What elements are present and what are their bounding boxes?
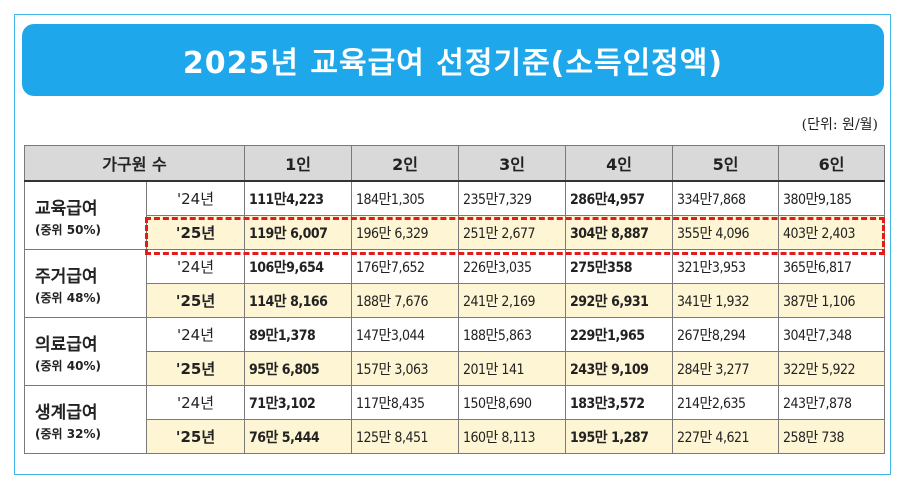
category-name: 생계급여 xyxy=(35,402,98,423)
value-cell: 150만8,690 xyxy=(458,385,567,420)
value-cell: 106만9,654 xyxy=(244,249,353,284)
criteria-table: 가구원 수 1인 2인 3인 4인 5인 6인 교육급여 (중위 50%) '24년… xyxy=(23,145,886,454)
year-cell: '24년 xyxy=(145,317,246,352)
value-cell: 196만 6,329 xyxy=(351,215,460,250)
value-cell: 355만 4,096 xyxy=(672,215,780,250)
value-cell: 292만 6,931 xyxy=(565,283,674,318)
value-cell: 226만3,035 xyxy=(458,249,567,284)
table-row: 주거급여 (중위 48%) '24년 106만9,654 176만7,652 226만3,… xyxy=(24,249,886,318)
year-cell: '24년 xyxy=(145,249,246,284)
value-cell: 71만3,102 xyxy=(244,385,353,420)
year-cell: '25년 xyxy=(145,283,246,318)
value-cell: 160만 8,113 xyxy=(458,419,567,454)
table-row: '25년 119만 6,007 196만 6,329 251만 2,677 304만 8… xyxy=(25,215,886,250)
value-cell: 321만3,953 xyxy=(672,249,780,284)
value-cell: 286만4,957 xyxy=(565,180,674,216)
benefit-category: 생계급여 (중위 32%) xyxy=(24,385,147,454)
benefit-category: 주거급여 (중위 48%) xyxy=(24,249,147,318)
table-row: 교육급여 (중위 50%) '24년 111만4,223 184만1,305 235만7,… xyxy=(24,180,886,250)
value-cell: 125만 8,451 xyxy=(351,419,460,454)
header-col: 5인 xyxy=(672,145,780,182)
value-cell: 380만9,185 xyxy=(778,180,886,216)
value-cell: 322만 5,922 xyxy=(778,351,886,386)
value-cell: 183만3,572 xyxy=(565,385,674,420)
value-cell: 251만 2,677 xyxy=(458,215,567,250)
value-cell: 304만 8,887 xyxy=(565,215,674,250)
category-name: 교육급여 xyxy=(35,198,98,219)
category-name: 주거급여 xyxy=(35,266,98,287)
unit-note: (단위: 원/월) xyxy=(801,117,878,133)
year-cell: '25년 xyxy=(145,351,246,386)
table-row: '25년 95만 6,805 157만 3,063 201만 141 243만 9,10… xyxy=(25,351,886,386)
page-title: 2025년 교육급여 선정기준(소득인정액) xyxy=(182,46,724,81)
year-cell: '24년 xyxy=(145,385,246,420)
category-median-pct: (중위 40%) xyxy=(35,358,101,373)
value-cell: 76만 5,444 xyxy=(244,419,353,454)
value-cell: 147만3,044 xyxy=(351,317,460,352)
value-cell: 111만4,223 xyxy=(244,180,353,216)
value-cell: 201만 141 xyxy=(458,351,567,386)
table-row: 생계급여 (중위 32%) '24년 71만3,102 117만8,435 150만8,6… xyxy=(24,385,886,454)
header-col: 3인 xyxy=(458,145,567,182)
value-cell: 235만7,329 xyxy=(458,180,567,216)
value-cell: 304만7,348 xyxy=(778,317,886,352)
header-col: 1인 xyxy=(244,145,353,182)
header-col: 2인 xyxy=(351,145,460,182)
value-cell: 184만1,305 xyxy=(351,180,460,216)
header-col: 6인 xyxy=(778,145,886,182)
table-row: '25년 114만 8,166 188만 7,676 241만 2,169 292만 6… xyxy=(25,283,886,318)
category-name: 의료급여 xyxy=(35,334,98,355)
value-cell: 365만6,817 xyxy=(778,249,886,284)
value-cell: 119만 6,007 xyxy=(244,215,353,250)
value-cell: 227만 4,621 xyxy=(672,419,780,454)
value-cell: 157만 3,063 xyxy=(351,351,460,386)
value-cell: 241만 2,169 xyxy=(458,283,567,318)
year-cell: '25년 xyxy=(145,419,246,454)
value-cell: 229만1,965 xyxy=(565,317,674,352)
benefit-category: 교육급여 (중위 50%) xyxy=(24,180,147,250)
value-cell: 117만8,435 xyxy=(351,385,460,420)
value-cell: 243만 9,109 xyxy=(565,351,674,386)
title-banner: 2025년 교육급여 선정기준(소득인정액) xyxy=(22,24,884,96)
value-cell: 341만 1,932 xyxy=(672,283,780,318)
value-cell: 89만1,378 xyxy=(244,317,353,352)
value-cell: 387만 1,106 xyxy=(778,283,886,318)
benefit-category: 의료급여 (중위 40%) xyxy=(24,317,147,386)
value-cell: 188만 7,676 xyxy=(351,283,460,318)
table-header-row: 가구원 수 1인 2인 3인 4인 5인 6인 xyxy=(23,145,886,182)
category-median-pct: (중위 50%) xyxy=(35,222,101,237)
category-median-pct: (중위 32%) xyxy=(35,426,101,441)
year-cell: '25년 xyxy=(145,215,246,250)
header-col: 4인 xyxy=(565,145,674,182)
value-cell: 176만7,652 xyxy=(351,249,460,284)
value-cell: 258만 738 xyxy=(778,419,886,454)
value-cell: 267만8,294 xyxy=(672,317,780,352)
table-row: '25년 76만 5,444 125만 8,451 160만 8,113 195만 1,… xyxy=(25,419,886,454)
value-cell: 95만 6,805 xyxy=(244,351,353,386)
value-cell: 275만358 xyxy=(565,249,674,284)
year-cell: '24년 xyxy=(145,180,246,216)
value-cell: 334만7,868 xyxy=(672,180,780,216)
value-cell: 403만 2,403 xyxy=(778,215,886,250)
value-cell: 188만5,863 xyxy=(458,317,567,352)
table-row: 의료급여 (중위 40%) '24년 89만1,378 147만3,044 188만5,8… xyxy=(24,317,886,386)
value-cell: 195만 1,287 xyxy=(565,419,674,454)
category-median-pct: (중위 48%) xyxy=(35,290,101,305)
header-household-size: 가구원 수 xyxy=(23,145,246,182)
value-cell: 114만 8,166 xyxy=(244,283,353,318)
value-cell: 243만7,878 xyxy=(778,385,886,420)
value-cell: 284만 3,277 xyxy=(672,351,780,386)
value-cell: 214만2,635 xyxy=(672,385,780,420)
